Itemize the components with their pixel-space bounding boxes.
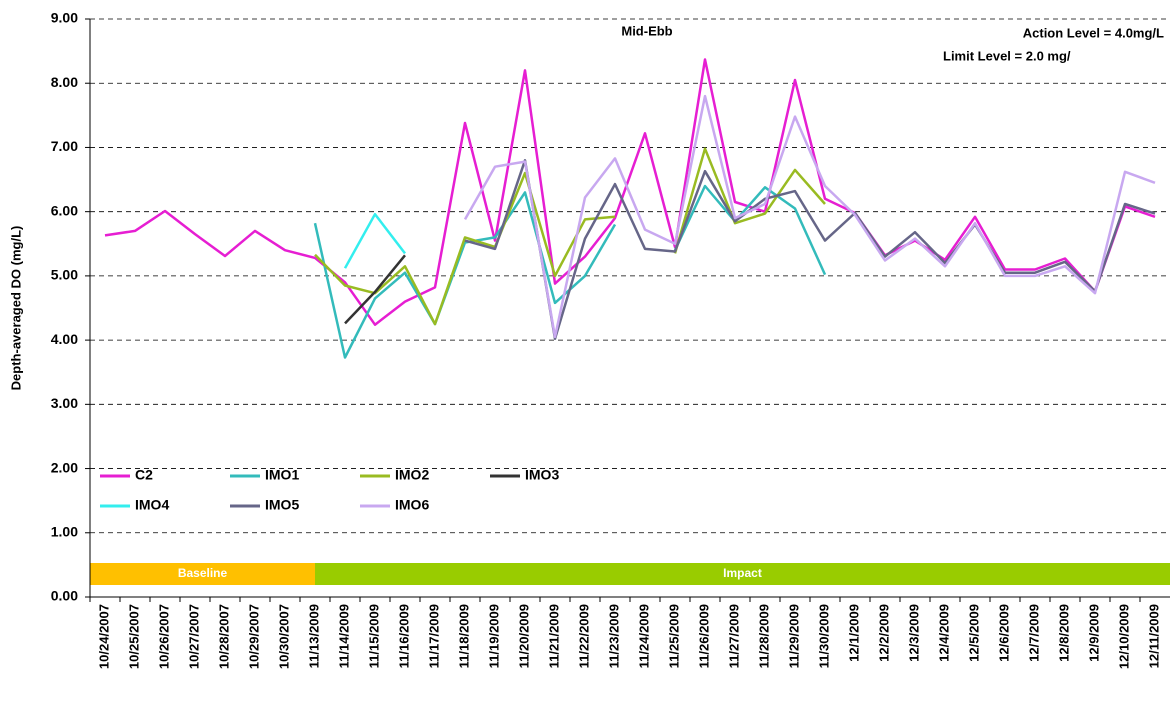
x-tick-label: 12/1/2009	[846, 604, 861, 662]
x-tick-label: 11/23/2009	[606, 604, 621, 668]
x-tick-label: 12/3/2009	[906, 604, 921, 662]
series-line	[344, 254, 406, 325]
annotation: Limit Level = 2.0 mg/	[943, 48, 1071, 63]
legend-label: IMO1	[265, 467, 299, 483]
x-tick-label: 11/27/2009	[726, 604, 741, 668]
x-tick-label: 11/19/2009	[486, 604, 501, 668]
x-tick-label: 12/8/2009	[1056, 604, 1071, 662]
series-line	[343, 212, 406, 269]
x-tick-label: 11/16/2009	[396, 604, 411, 668]
x-tick-label: 11/24/2009	[636, 604, 651, 668]
legend-label: IMO5	[265, 497, 299, 513]
x-tick-label: 10/27/2007	[186, 604, 201, 669]
x-tick-label: 12/7/2009	[1026, 604, 1041, 662]
series-line	[104, 58, 1156, 326]
x-tick-label: 10/24/2007	[96, 604, 111, 669]
x-tick-label: 11/14/2009	[336, 604, 351, 668]
y-tick-label: 7.00	[51, 138, 78, 154]
x-tick-label: 11/21/2009	[546, 604, 561, 668]
y-tick-label: 2.00	[51, 459, 78, 475]
series-line	[463, 94, 1156, 339]
x-tick-label: 11/25/2009	[666, 604, 681, 668]
annotation: Action Level = 4.0mg/L	[1023, 25, 1164, 40]
x-tick-label: 12/4/2009	[936, 604, 951, 662]
x-tick-label: 11/13/2009	[306, 604, 321, 668]
x-tick-label: 10/29/2007	[246, 604, 261, 669]
x-tick-label: 11/30/2009	[816, 604, 831, 668]
x-tick-label: 11/20/2009	[516, 604, 531, 668]
x-tick-label: 11/15/2009	[366, 604, 381, 668]
y-tick-label: 6.00	[51, 202, 78, 218]
legend-label: IMO3	[525, 467, 559, 483]
x-tick-label: 10/26/2007	[156, 604, 171, 669]
x-tick-label: 11/17/2009	[426, 604, 441, 668]
y-tick-label: 1.00	[51, 523, 78, 539]
period-band	[315, 563, 1170, 585]
x-tick-label: 11/22/2009	[576, 604, 591, 668]
x-tick-label: 10/30/2007	[276, 604, 291, 669]
x-tick-label: 11/28/2009	[756, 604, 771, 668]
period-label: Impact	[723, 566, 762, 580]
x-tick-label: 10/25/2007	[126, 604, 141, 669]
legend-label: IMO4	[135, 497, 169, 513]
chart-title: Mid-Ebb	[621, 23, 672, 38]
x-tick-label: 12/6/2009	[996, 604, 1011, 662]
series-line	[314, 147, 826, 326]
x-tick-label: 12/5/2009	[966, 604, 981, 662]
y-tick-label: 4.00	[51, 331, 78, 347]
y-tick-label: 3.00	[51, 395, 78, 411]
period-label: Baseline	[178, 566, 228, 580]
y-axis-label: Depth-averaged DO (mg/L)	[8, 226, 23, 391]
x-tick-label: 10/28/2007	[216, 604, 231, 669]
y-tick-label: 5.00	[51, 267, 78, 283]
x-tick-label: 12/9/2009	[1086, 604, 1101, 662]
series-line	[464, 159, 1156, 341]
y-tick-label: 0.00	[51, 588, 78, 604]
x-tick-label: 11/18/2009	[456, 604, 471, 668]
x-tick-label: 12/11/2009	[1146, 604, 1161, 668]
x-tick-label: 11/29/2009	[786, 604, 801, 668]
y-tick-label: 9.00	[51, 10, 78, 26]
period-band	[90, 563, 315, 585]
x-tick-label: 12/2/2009	[876, 604, 891, 662]
y-tick-label: 8.00	[51, 74, 78, 90]
legend-label: IMO6	[395, 497, 429, 513]
x-tick-label: 12/10/2009	[1116, 604, 1131, 669]
x-tick-label: 11/26/2009	[696, 604, 711, 668]
legend-label: IMO2	[395, 467, 429, 483]
legend-label: C2	[135, 467, 153, 483]
